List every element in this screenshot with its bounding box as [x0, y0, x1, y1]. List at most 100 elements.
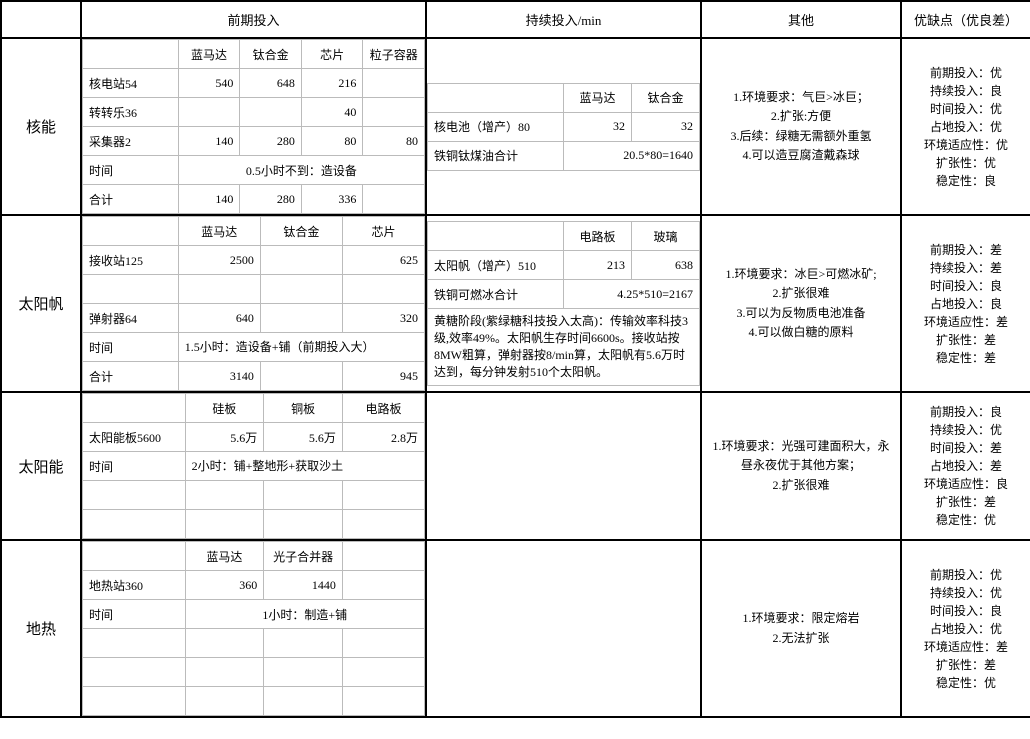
nuclear-pros: 前期投入：优持续投入：良时间投入：优占地投入：优环境适应性：优扩张性：优稳定性：… — [902, 58, 1030, 196]
cell: 32 — [564, 112, 632, 141]
solar-label: 太阳能 — [1, 392, 81, 540]
note-cell: 黄糖阶段(紫绿糖科技投入太高)：传输效率科技3级,效率49%。太阳帆生存时间66… — [428, 309, 700, 385]
cell: 540 — [178, 69, 240, 98]
solar-initial: 硅板 铜板 电路板 太阳能板5600 5.6万 5.6万 2.8万 时间 2小时… — [81, 392, 426, 540]
hdr-cell: 粒子容器 — [363, 40, 425, 69]
hdr-cell: 电路板 — [342, 394, 424, 423]
cell: 转转乐36 — [83, 98, 179, 127]
cell: 213 — [564, 251, 632, 280]
nuclear-initial: 蓝马达 钛合金 芯片 粒子容器 核电站54 540 648 216 转转乐36 — [81, 38, 426, 215]
col-other: 其他 — [701, 1, 901, 38]
cell: 80 — [363, 127, 425, 156]
cell: 铁铜钛煤油合计 — [428, 141, 564, 170]
cell: 140 — [178, 185, 240, 214]
cell: 5.6万 — [185, 423, 264, 452]
geo-initial: 蓝马达 光子合并器 地热站360 360 1440 时间 1小时：制造+铺 — [81, 540, 426, 717]
cell — [260, 246, 342, 275]
cell: 20.5*80=1640 — [564, 141, 700, 170]
cell — [260, 362, 342, 391]
cell: 1.5小时：造设备+铺（前期投入大） — [178, 333, 424, 362]
cell: 太阳能板5600 — [83, 423, 186, 452]
geo-pros: 前期投入：优持续投入：优时间投入：良占地投入：优环境适应性：差扩张性：差稳定性：… — [902, 560, 1030, 698]
cell: 360 — [185, 571, 264, 600]
cell: 336 — [301, 185, 363, 214]
cell: 1小时：制造+铺 — [185, 600, 424, 629]
cell: 4.25*510=2167 — [564, 280, 700, 309]
cell: 1440 — [264, 571, 343, 600]
cell: 2小时：铺+整地形+获取沙土 — [185, 452, 424, 481]
cell: 时间 — [83, 600, 186, 629]
hdr-cell: 玻璃 — [632, 222, 700, 251]
row-geo: 地热 蓝马达 光子合并器 地热站360 360 1440 — [1, 540, 1030, 717]
cell: 时间 — [83, 452, 186, 481]
hdr-cell: 钛合金 — [260, 217, 342, 246]
solar-pros: 前期投入：良持续投入：优时间投入：差占地投入：差环境适应性：良扩张性：差稳定性：… — [902, 397, 1030, 535]
cell — [260, 304, 342, 333]
cell: 945 — [342, 362, 424, 391]
cell — [363, 69, 425, 98]
row-solar: 太阳能 硅板 铜板 电路板 太阳能板5600 5.6万 5.6万 2.8万 — [1, 392, 1030, 540]
solarsail-label: 太阳帆 — [1, 215, 81, 392]
cell: 2500 — [178, 246, 260, 275]
cell: 铁铜可燃冰合计 — [428, 280, 564, 309]
hdr-cell: 硅板 — [185, 394, 264, 423]
col-proscons: 优缺点（优良差） — [901, 1, 1030, 38]
cell: 时间 — [83, 156, 179, 185]
hdr-cell: 钛合金 — [240, 40, 302, 69]
cell: 采集器2 — [83, 127, 179, 156]
cell: 核电池（增产）80 — [428, 112, 564, 141]
geo-label: 地热 — [1, 540, 81, 717]
cell: 核电站54 — [83, 69, 179, 98]
row-solarsail: 太阳帆 蓝马达 钛合金 芯片 接收站125 2500 625 — [1, 215, 1030, 392]
cell: 32 — [632, 112, 700, 141]
cell — [363, 98, 425, 127]
solar-sustain — [426, 392, 701, 540]
cell: 地热站360 — [83, 571, 186, 600]
cell: 640 — [178, 304, 260, 333]
cell — [240, 98, 302, 127]
solarsail-other: 1.环境要求：冰巨>可燃冰矿;2.扩张很难3.可以为反物质电池准备4.可以做白糖… — [702, 259, 900, 348]
cell: 0.5小时不到：造设备 — [178, 156, 424, 185]
cell: 280 — [240, 127, 302, 156]
cell: 140 — [178, 127, 240, 156]
hdr-cell: 蓝马达 — [185, 542, 264, 571]
solarsail-sustain: 电路板 玻璃 太阳帆（增产）510 213 638 铁铜可燃冰合计 4.25*5… — [426, 215, 701, 392]
cell: 2.8万 — [342, 423, 424, 452]
cell: 638 — [632, 251, 700, 280]
hdr-cell: 蓝马达 — [564, 83, 632, 112]
solar-other: 1.环境要求：光强可建面积大，永昼永夜优于其他方案；2.扩张很难 — [702, 431, 900, 501]
nuclear-label: 核能 — [1, 38, 81, 215]
hdr-cell: 铜板 — [264, 394, 343, 423]
cell: 648 — [240, 69, 302, 98]
cell: 625 — [342, 246, 424, 275]
cell: 40 — [301, 98, 363, 127]
cell: 合计 — [83, 362, 179, 391]
col-blank — [1, 1, 81, 38]
nuclear-other: 1.环境要求：气巨>冰巨；2.扩张:方便3.后续：绿糖无需额外重氢4.可以造豆腐… — [702, 82, 900, 171]
hdr-cell: 光子合并器 — [264, 542, 343, 571]
geo-sustain — [426, 540, 701, 717]
geo-other: 1.环境要求：限定熔岩2.无法扩张 — [702, 603, 900, 653]
cell: 太阳帆（增产）510 — [428, 251, 564, 280]
cell: 216 — [301, 69, 363, 98]
hdr-cell: 钛合金 — [632, 83, 700, 112]
cell — [363, 185, 425, 214]
hdr-cell: 蓝马达 — [178, 40, 240, 69]
comparison-table: 前期投入 持续投入/min 其他 优缺点（优良差） 核能 蓝马达 钛合金 芯片 … — [0, 0, 1030, 718]
cell: 320 — [342, 304, 424, 333]
hdr-cell: 芯片 — [342, 217, 424, 246]
solarsail-initial: 蓝马达 钛合金 芯片 接收站125 2500 625 弹射器64 640 — [81, 215, 426, 392]
hdr-cell: 芯片 — [301, 40, 363, 69]
cell: 80 — [301, 127, 363, 156]
hdr-cell: 蓝马达 — [178, 217, 260, 246]
cell: 合计 — [83, 185, 179, 214]
cell: 5.6万 — [264, 423, 343, 452]
cell: 弹射器64 — [83, 304, 179, 333]
row-nuclear: 核能 蓝马达 钛合金 芯片 粒子容器 核电站54 540 648 — [1, 38, 1030, 215]
hdr-cell: 电路板 — [564, 222, 632, 251]
col-sustain: 持续投入/min — [426, 1, 701, 38]
cell — [178, 98, 240, 127]
cell: 280 — [240, 185, 302, 214]
solarsail-pros: 前期投入：差持续投入：差时间投入：良占地投入：良环境适应性：差扩张性：差稳定性：… — [902, 235, 1030, 373]
col-initial: 前期投入 — [81, 1, 426, 38]
